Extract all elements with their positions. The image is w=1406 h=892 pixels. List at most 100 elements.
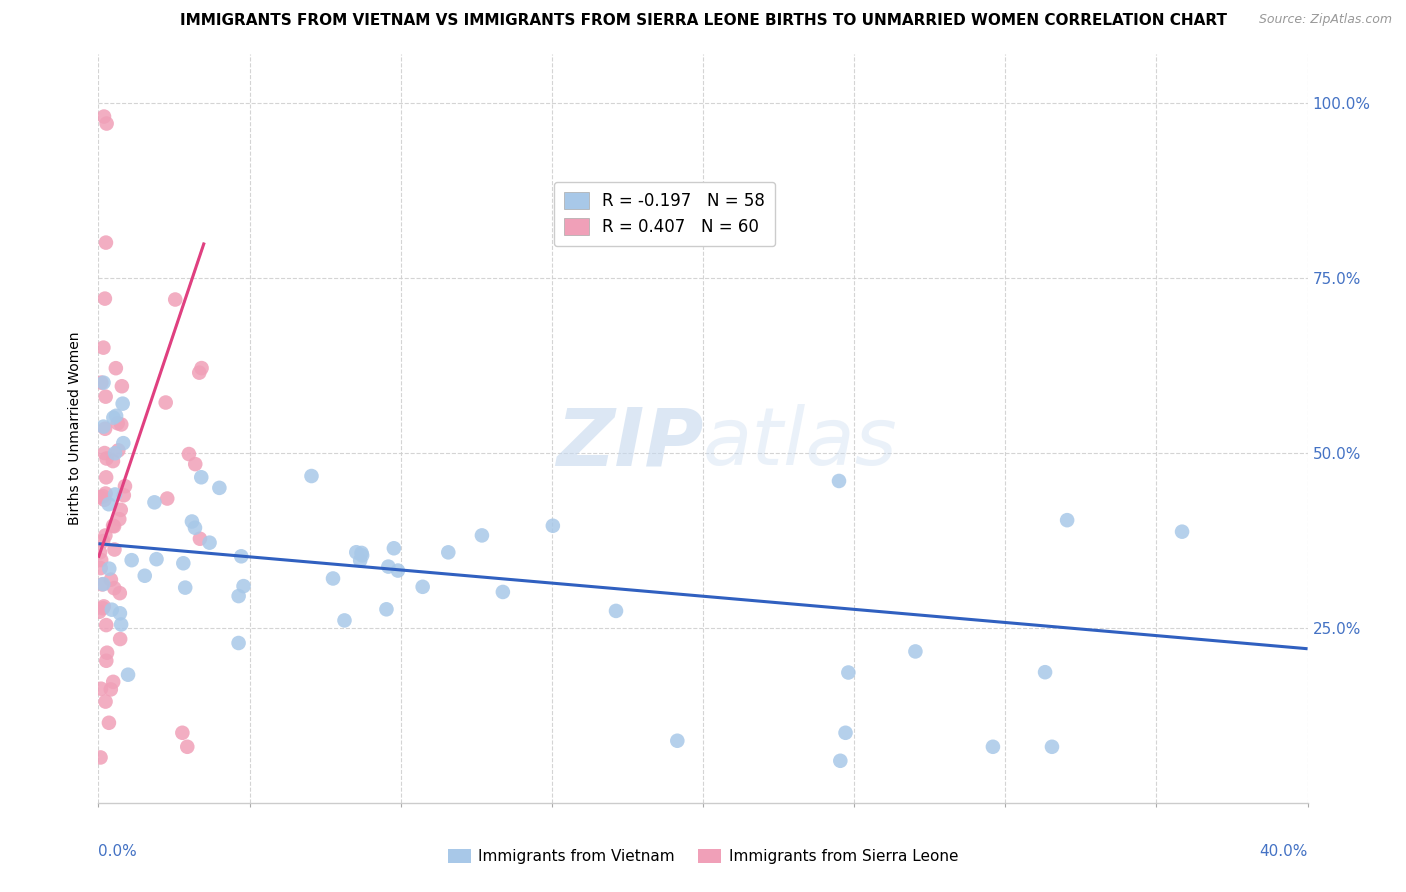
Point	[108, 607, 131, 621]
Point	[93, 446, 115, 460]
Point	[156, 491, 179, 506]
Point	[184, 521, 207, 535]
Point	[93, 376, 115, 390]
Point	[96, 646, 118, 660]
Point	[93, 419, 115, 434]
Point	[437, 545, 460, 559]
Point	[208, 481, 231, 495]
Point	[176, 739, 198, 754]
Point	[172, 556, 194, 570]
Point	[108, 512, 131, 526]
Point	[184, 457, 207, 471]
Point	[145, 552, 167, 566]
Point	[177, 447, 200, 461]
Point	[93, 341, 115, 355]
Point	[93, 599, 115, 614]
Point	[97, 715, 120, 730]
Point	[188, 532, 211, 546]
Point	[352, 549, 374, 563]
Point	[322, 572, 344, 586]
Point	[112, 488, 135, 502]
Point	[188, 366, 211, 380]
Point	[103, 519, 125, 533]
Text: IMMIGRANTS FROM VIETNAM VS IMMIGRANTS FROM SIERRA LEONE BIRTHS TO UNMARRIED WOME: IMMIGRANTS FROM VIETNAM VS IMMIGRANTS FR…	[180, 13, 1226, 29]
Point	[111, 379, 134, 393]
Point	[111, 397, 134, 411]
Point	[105, 409, 128, 423]
Point	[412, 580, 434, 594]
Point	[97, 497, 120, 511]
Point	[100, 573, 122, 587]
Point	[104, 361, 127, 376]
Point	[1056, 513, 1078, 527]
Point	[104, 446, 127, 460]
Point	[94, 470, 117, 484]
Point	[981, 739, 1004, 754]
Point	[94, 235, 117, 250]
Point	[228, 636, 250, 650]
Point	[96, 654, 118, 668]
Point	[350, 546, 373, 560]
Text: atlas: atlas	[703, 404, 898, 483]
Point	[143, 495, 166, 509]
Point	[89, 545, 111, 559]
Text: 40.0%: 40.0%	[1260, 845, 1308, 860]
Point	[382, 541, 405, 556]
Point	[108, 586, 131, 600]
Point	[471, 528, 494, 542]
Point	[117, 667, 139, 681]
Point	[377, 559, 399, 574]
Point	[837, 665, 859, 680]
Point	[104, 487, 127, 501]
Point	[134, 568, 156, 582]
Point	[387, 564, 409, 578]
Point	[155, 395, 177, 409]
Point	[91, 489, 114, 503]
Point	[94, 695, 117, 709]
Point	[1033, 665, 1056, 680]
Point	[165, 293, 187, 307]
Point	[91, 534, 114, 549]
Point	[830, 754, 852, 768]
Point	[93, 110, 115, 124]
Point	[110, 417, 132, 432]
Text: Source: ZipAtlas.com: Source: ZipAtlas.com	[1258, 13, 1392, 27]
Point	[94, 390, 117, 404]
Point	[100, 682, 122, 697]
Point	[96, 117, 118, 131]
Point	[1040, 739, 1063, 754]
Point	[98, 562, 121, 576]
Point	[103, 542, 125, 557]
Point	[90, 561, 112, 575]
Point	[110, 503, 132, 517]
Point	[121, 553, 143, 567]
Point	[190, 361, 212, 376]
Point	[666, 733, 689, 747]
Point	[349, 553, 371, 567]
Point	[91, 601, 114, 615]
Text: ZIP: ZIP	[555, 404, 703, 483]
Point	[101, 674, 124, 689]
Point	[101, 454, 124, 468]
Point	[828, 474, 851, 488]
Point	[228, 589, 250, 603]
Legend: Immigrants from Vietnam, Immigrants from Sierra Leone: Immigrants from Vietnam, Immigrants from…	[441, 843, 965, 870]
Point	[103, 581, 125, 595]
Point	[333, 614, 356, 628]
Point	[107, 417, 129, 431]
Point	[91, 577, 114, 591]
Point	[375, 602, 398, 616]
Point	[103, 410, 125, 425]
Point	[301, 469, 323, 483]
Point	[605, 604, 627, 618]
Point	[172, 725, 194, 739]
Point	[94, 292, 117, 306]
Y-axis label: Births to Unmarried Women: Births to Unmarried Women	[69, 332, 83, 524]
Point	[90, 553, 112, 567]
Point	[344, 545, 367, 559]
Point	[101, 518, 124, 533]
Point	[90, 681, 112, 696]
Point	[110, 617, 132, 632]
Point	[101, 603, 124, 617]
Point	[541, 518, 564, 533]
